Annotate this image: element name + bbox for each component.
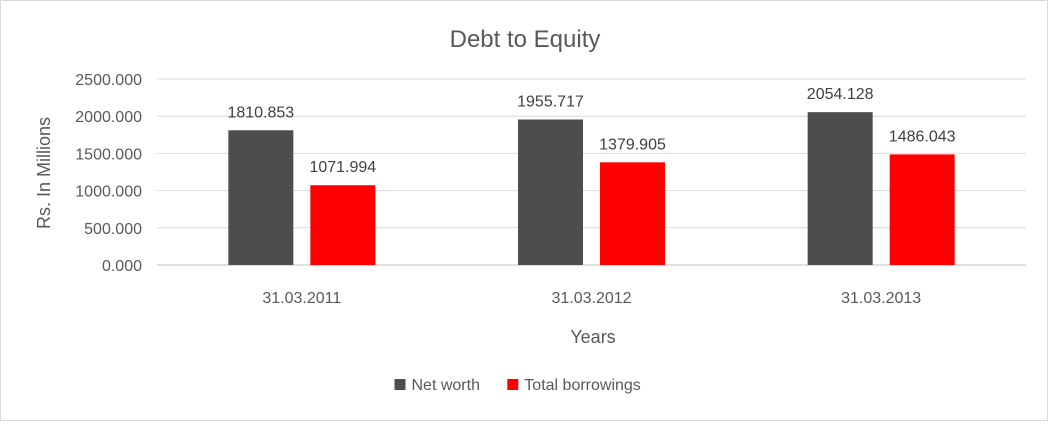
- legend-label-net-worth: Net worth: [412, 377, 480, 394]
- x-tick-label: 31.03.2012: [551, 290, 631, 307]
- bars: [228, 112, 955, 265]
- legend: Net worth Total borrowings: [394, 377, 641, 394]
- data-label: 1810.853: [227, 104, 294, 121]
- y-tick-label: 500.000: [84, 221, 142, 238]
- data-label: 1955.717: [517, 93, 584, 110]
- legend-swatch-total-borrowings: [507, 379, 519, 390]
- x-tick-label: 31.03.2011: [262, 290, 341, 307]
- data-label: 1071.994: [309, 159, 376, 176]
- y-axis-ticks: 0.000 500.000 1000.000 1500.000 2000.000 2500…: [75, 72, 142, 275]
- data-label: 1379.905: [599, 136, 666, 153]
- y-tick-label: 0.000: [102, 258, 142, 275]
- bar-net-worth: [807, 112, 873, 265]
- y-tick-label: 1000.000: [75, 184, 142, 201]
- y-axis-title: Rs. In Millions: [34, 117, 54, 229]
- legend-swatch-net-worth: [394, 379, 406, 390]
- data-label: 2054.128: [807, 86, 874, 103]
- y-tick-label: 1500.000: [75, 146, 142, 163]
- chart-title: Debt to Equity: [450, 26, 601, 53]
- bar-total-borrowings: [310, 185, 376, 265]
- bar-net-worth: [228, 130, 294, 265]
- x-axis-ticks: 31.03.2011 31.03.2012 31.03.2013: [262, 290, 921, 307]
- y-tick-label: 2500.000: [75, 72, 142, 89]
- y-tick-label: 2000.000: [75, 109, 142, 126]
- x-axis-title: Years: [570, 327, 615, 347]
- bar-total-borrowings: [600, 162, 665, 265]
- gridlines: [157, 78, 1026, 266]
- legend-label-total-borrowings: Total borrowings: [524, 377, 641, 394]
- bar-total-borrowings: [889, 154, 955, 265]
- x-tick-label: 31.03.2013: [841, 290, 921, 307]
- data-label: 1486.043: [889, 128, 956, 145]
- bar-net-worth: [518, 119, 583, 265]
- data-labels: 1810.853 1071.994 1955.717 1379.905 2054.128…: [227, 86, 955, 176]
